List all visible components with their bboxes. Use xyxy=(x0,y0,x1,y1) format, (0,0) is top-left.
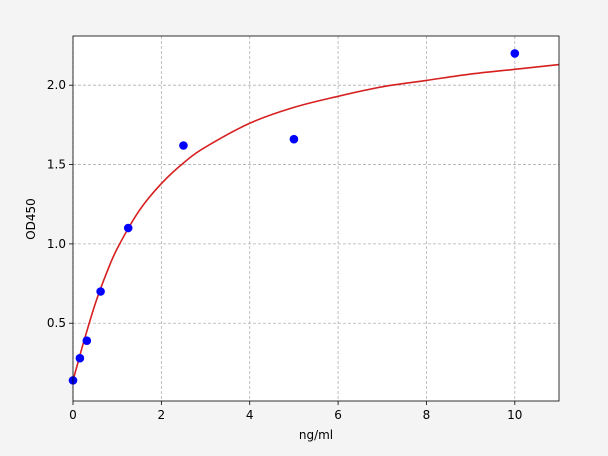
plot-frame xyxy=(72,35,560,402)
y-tick-label: 1.0 xyxy=(47,237,66,251)
x-tick-label: 2 xyxy=(158,408,166,422)
x-tick-label: 4 xyxy=(246,408,254,422)
y-axis-ticks: 0.5 1.0 1.5 2.0 xyxy=(47,78,73,330)
x-tick-label: 0 xyxy=(69,408,77,422)
y-axis-label: OD450 xyxy=(24,198,38,240)
data-points xyxy=(68,49,520,385)
data-point xyxy=(96,287,105,296)
data-point xyxy=(179,141,188,150)
data-point xyxy=(123,223,133,233)
x-axis-label: ng/ml xyxy=(299,428,333,442)
data-point xyxy=(510,49,520,58)
x-axis-ticks: 0 2 4 6 8 10 xyxy=(69,401,522,422)
y-tick-label: 1.5 xyxy=(47,158,66,172)
x-tick-label: 6 xyxy=(334,408,342,422)
data-point xyxy=(75,353,85,363)
y-tick-label: 2.0 xyxy=(47,78,66,92)
fit-curve-group xyxy=(72,63,560,381)
x-tick-label: 8 xyxy=(423,408,431,422)
plot-area xyxy=(73,36,559,401)
data-point xyxy=(289,134,299,144)
data-point xyxy=(82,336,92,345)
fit-curve xyxy=(72,63,560,381)
y-tick-label: 0.5 xyxy=(47,316,66,330)
x-tick-label: 10 xyxy=(507,408,522,422)
